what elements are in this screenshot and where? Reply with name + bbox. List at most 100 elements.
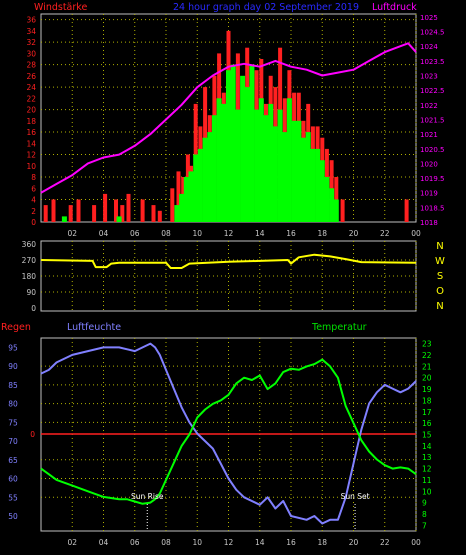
pressure-y-tick-label: 1018 xyxy=(420,219,438,227)
wind-y-tick-label: 34 xyxy=(26,27,36,36)
x-tick-label: 12 xyxy=(224,229,234,238)
direction-y-tick-label: 270 xyxy=(22,256,37,265)
temperature-y-tick-label: 20 xyxy=(422,374,432,383)
temperature-title: Temperatur xyxy=(311,322,367,333)
wind-y-tick-label: 18 xyxy=(26,117,36,126)
humidity-title: Luftfeuchte xyxy=(67,322,121,333)
x-tick-label: 02 xyxy=(67,229,77,238)
humidity-series xyxy=(40,342,417,525)
wind-y-tick-label: 22 xyxy=(26,94,36,103)
wind-y-tick-label: 24 xyxy=(26,83,36,92)
pressure-y-tick-label: 1020 xyxy=(420,160,438,168)
wind-gust-bar xyxy=(43,205,48,222)
x-tick-label: 20 xyxy=(349,538,359,547)
temperature-y-tick-label: 17 xyxy=(422,408,432,417)
wind-speed-bar xyxy=(179,193,185,222)
wind-speed-bar xyxy=(315,148,321,222)
wind-y-tick-label: 14 xyxy=(26,139,36,148)
sun-annotation-label: Sun Set xyxy=(341,492,370,501)
wind-y-tick-label: 10 xyxy=(26,162,36,171)
x-tick-label: 08 xyxy=(161,229,171,238)
compass-label: S xyxy=(437,271,443,282)
wind-speed-bar xyxy=(230,64,236,222)
x-tick-label: 08 xyxy=(161,538,171,547)
wind-speed-bar xyxy=(301,137,306,222)
wind-gust-bar xyxy=(114,199,118,222)
wind-gust-bar xyxy=(76,199,81,222)
pressure-y-tick-label: 1021 xyxy=(420,131,438,139)
humidity-y-tick-label: 55 xyxy=(8,493,18,502)
wind-speed-bar xyxy=(282,132,288,222)
humidity-y-tick-label: 50 xyxy=(8,512,18,521)
sun-annotations: Sun Rise Sun Set xyxy=(131,492,370,531)
pressure-y-tick-label: 1019 xyxy=(420,190,438,198)
humidity-y-tick-label: 90 xyxy=(8,362,18,371)
wind-gust-bar xyxy=(404,199,409,222)
x-tick-label: 10 xyxy=(192,229,202,238)
pressure-y-tick-label: 1023.5 xyxy=(420,58,445,66)
wind-speed-bar xyxy=(183,177,189,222)
wind-gust-bar xyxy=(103,193,108,222)
pressure-y-tick-label: 1021.5 xyxy=(420,117,445,125)
wind-direction-series xyxy=(40,253,417,269)
x-tick-label: 06 xyxy=(130,229,140,238)
wind-speed-bar xyxy=(221,103,227,222)
humidity-y-tick-label: 60 xyxy=(8,475,18,484)
sun-annotation-label: Sun Rise xyxy=(131,492,164,501)
wind-speed-bar xyxy=(202,137,208,222)
wind-speed-bar xyxy=(211,115,217,222)
wind-y-tick-label: 0 xyxy=(31,218,36,227)
wind-y-tick-label: 2 xyxy=(31,207,36,216)
climate-x-axis-labels: 02 04 06 08 10 12 14 16 18 20 22 00 xyxy=(67,538,421,547)
wind-gust-bar xyxy=(126,193,131,222)
humidity-y-tick-label: 80 xyxy=(8,400,18,409)
pressure-y-tick-label: 1023 xyxy=(420,73,438,81)
wind-y-tick-label: 16 xyxy=(26,128,36,137)
pressure-series xyxy=(40,42,417,194)
compass-label: N xyxy=(436,301,443,312)
compass-label: O xyxy=(436,286,444,297)
wind-speed-bar xyxy=(333,199,339,222)
x-tick-label: 14 xyxy=(255,538,265,547)
wind-gust-bar xyxy=(340,199,345,222)
temperature-y-tick-label: 22 xyxy=(422,351,432,360)
wind-x-axis-labels: 02 04 06 08 10 12 14 16 18 20 22 00 xyxy=(67,229,421,238)
pressure-y-tick-label: 1025 xyxy=(420,14,438,22)
wind-speed-bar xyxy=(272,126,278,222)
wind-speed-bar xyxy=(197,148,203,222)
x-tick-label: 04 xyxy=(99,229,109,238)
temperature-y-tick-label: 21 xyxy=(422,362,432,371)
wind-speed-bar xyxy=(310,148,316,222)
x-tick-label: 10 xyxy=(192,538,202,547)
wind-y-tick-label: 30 xyxy=(26,49,36,58)
x-tick-label: 16 xyxy=(286,538,296,547)
wind-y-tick-label: 12 xyxy=(26,151,36,160)
temperature-y-tick-label: 23 xyxy=(422,340,432,349)
pressure-y-axis-labels: 1018 1018.5 1019 1019.5 1020 1020.5 1021 1021.5… xyxy=(420,14,445,227)
temperature-y-tick-label: 10 xyxy=(422,487,432,496)
air-pressure-title: Luftdruck xyxy=(372,2,417,13)
wind-speed-bar xyxy=(61,216,67,222)
pressure-y-tick-label: 1020.5 xyxy=(420,146,445,154)
temperature-y-tick-label: 15 xyxy=(422,431,432,440)
wind-gust-bar xyxy=(68,205,73,222)
temperature-y-tick-label: 13 xyxy=(422,453,432,462)
wind-speed-bar xyxy=(240,75,246,222)
wind-speed-bar xyxy=(116,216,122,222)
wind-speed-bar xyxy=(319,160,325,222)
humidity-y-axis-labels: 50 55 60 65 70 75 80 85 90 95 xyxy=(8,343,18,521)
wind-speed-bar xyxy=(291,120,297,222)
wind-speed-series xyxy=(61,64,339,222)
wind-gust-bar xyxy=(170,188,175,222)
rain-zero-label: 0 xyxy=(30,430,35,439)
direction-y-tick-label: 90 xyxy=(26,288,36,297)
temperature-y-tick-label: 8 xyxy=(422,510,427,519)
wind-speed-bar xyxy=(329,188,335,222)
humidity-y-tick-label: 70 xyxy=(8,437,18,446)
pressure-y-tick-label: 1024.5 xyxy=(420,29,445,37)
wind-speed-bar xyxy=(305,132,311,222)
